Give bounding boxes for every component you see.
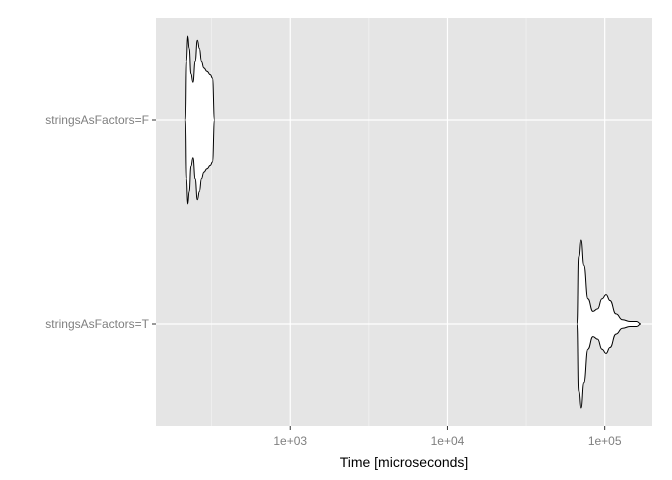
x-axis: 1e+03 1e+04 1e+05 xyxy=(273,426,622,448)
x-axis-title: Time [microseconds] xyxy=(340,454,469,470)
x-tick-label: 1e+04 xyxy=(431,434,465,448)
plot-panel xyxy=(156,18,652,426)
major-gridlines xyxy=(156,18,652,426)
violin-2 xyxy=(576,239,642,409)
violins xyxy=(184,35,642,409)
y-axis: stringsAsFactors=F stringsAsFactors=T xyxy=(45,113,156,331)
x-tick-label: 1e+03 xyxy=(273,434,307,448)
violin-1 xyxy=(184,35,216,205)
x-tick-label: 1e+05 xyxy=(588,434,622,448)
y-tick-label: stringsAsFactors=F xyxy=(45,113,149,127)
y-tick-label: stringsAsFactors=T xyxy=(45,317,149,331)
